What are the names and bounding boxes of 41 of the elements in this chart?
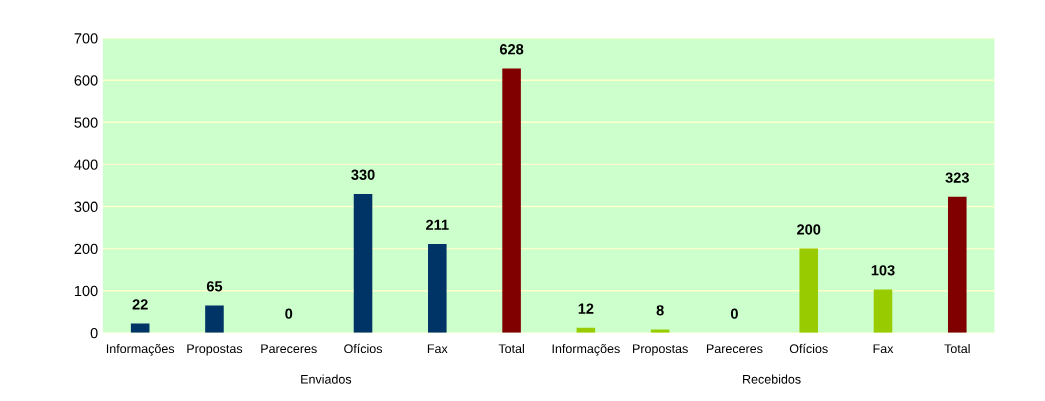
x-tick-label: Total (944, 343, 970, 354)
data-label: 22 (132, 299, 148, 310)
data-label: 8 (656, 305, 664, 316)
x-tick-label: Informações (552, 343, 620, 356)
y-tick-label: 0 (90, 327, 98, 339)
data-label: 330 (351, 169, 375, 180)
x-tick-label: Propostas (187, 344, 243, 356)
y-tick-label: 300 (74, 201, 98, 212)
bar (353, 193, 373, 333)
x-tick-label: Fax (873, 344, 894, 354)
x-tick-label: Fax (427, 344, 448, 354)
data-label: 200 (797, 224, 821, 235)
data-label: 65 (206, 281, 223, 292)
bar (502, 68, 521, 333)
data-label: 103 (871, 265, 895, 276)
text: Recebidos (743, 374, 801, 384)
x-tick-label: Total (498, 343, 524, 354)
text: Enviados (301, 374, 352, 384)
bar (948, 196, 967, 333)
x-tick-label: Ofícios (789, 343, 828, 354)
y-tick-label: 100 (74, 285, 98, 297)
bar (205, 305, 224, 333)
x-tick-label: Ofícios (344, 343, 383, 354)
bar (428, 243, 447, 333)
y-tick-label: 500 (74, 117, 98, 128)
data-label: 0 (285, 308, 293, 319)
bar (799, 248, 818, 333)
data-label: 0 (730, 308, 738, 319)
x-tick-label: Pareceres (261, 344, 317, 354)
y-tick-label: 200 (74, 243, 98, 255)
x-tick-label: Informações (106, 343, 175, 356)
x-tick-label: Pareceres (706, 344, 763, 354)
y-tick-label: 600 (74, 75, 98, 86)
bar (873, 289, 893, 333)
y-tick-label: 700 (74, 33, 98, 44)
data-label: 211 (426, 219, 449, 230)
data-label: 628 (499, 44, 524, 55)
data-label: 12 (578, 303, 594, 314)
data-label: 323 (945, 172, 969, 183)
y-tick-label: 400 (74, 159, 98, 170)
x-tick-label: Propostas (633, 344, 688, 356)
